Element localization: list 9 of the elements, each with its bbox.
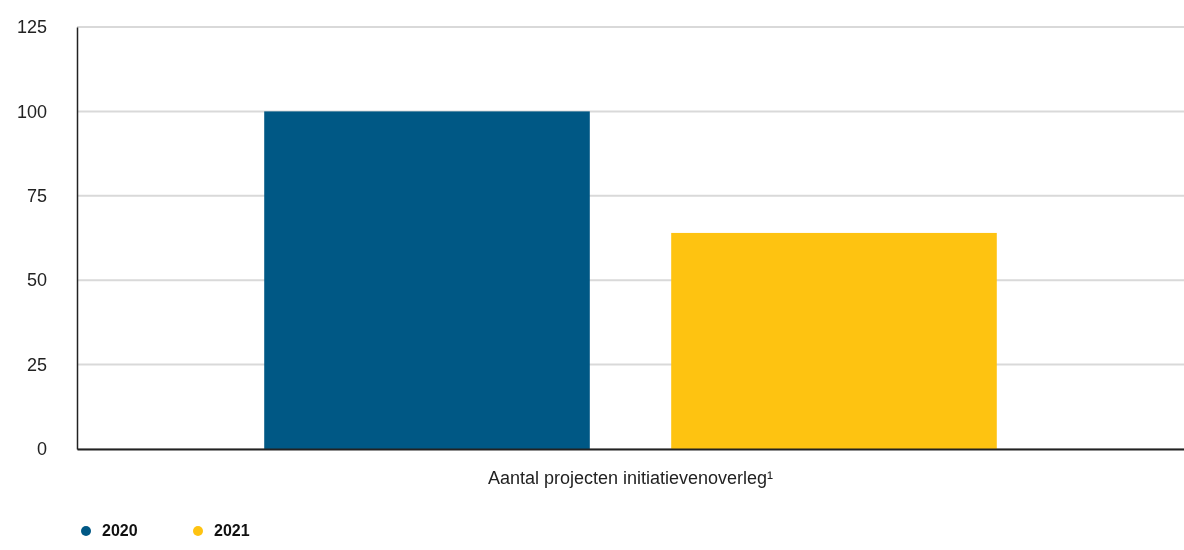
legend-label: 2021 [214, 522, 250, 539]
y-tick-label: 75 [26, 186, 47, 207]
y-tick-label: 125 [16, 17, 47, 38]
y-tick-label: 50 [26, 270, 47, 291]
y-tick-label: 0 [36, 439, 47, 460]
y-tick-label: 100 [16, 101, 47, 122]
y-tick-label: 25 [26, 354, 47, 375]
x-tick-label: Aantal projecten initiatievenoverleg¹ [487, 467, 774, 488]
legend-label: 2020 [102, 522, 138, 539]
